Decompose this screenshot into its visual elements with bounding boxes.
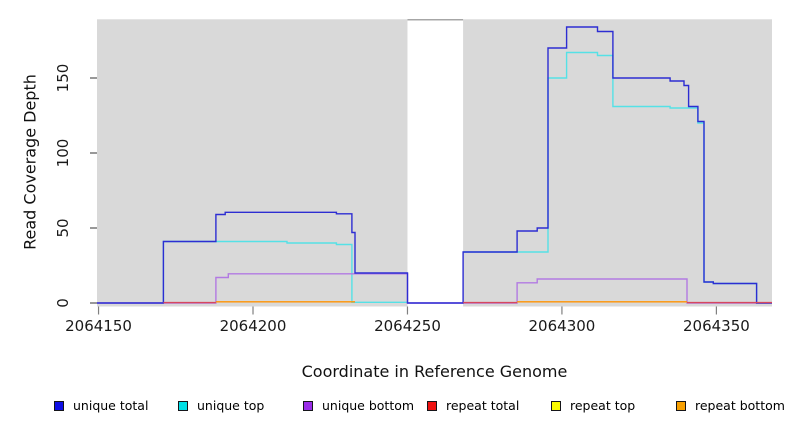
x-axis-tick-label: 2064200: [220, 317, 287, 335]
x-axis-tick-label: 2064350: [683, 317, 750, 335]
legend-marker-unique-bottom: [303, 400, 313, 411]
legend-marker-unique-total: [54, 400, 64, 411]
y-axis-tick-label: 100: [54, 139, 72, 168]
no-data-band: [407, 19, 464, 307]
legend-marker-repeat-top: [551, 400, 561, 411]
x-axis-tick-label: 2064300: [529, 317, 596, 335]
legend-item-repeat-total: repeat total: [427, 398, 519, 413]
legend-marker-repeat-bottom: [676, 400, 686, 411]
y-axis-tick-label: 150: [54, 64, 72, 93]
legend-label: unique bottom: [322, 398, 415, 413]
x-axis-title: Coordinate in Reference Genome: [301, 362, 568, 381]
legend-item-unique-top: unique top: [178, 398, 264, 413]
y-axis-tick-label: 0: [54, 298, 72, 308]
legend-label: repeat total: [446, 398, 520, 413]
legend-item-unique-total: unique total: [54, 398, 148, 413]
y-axis-tick-label: 50: [54, 218, 72, 237]
legend-marker-unique-top: [178, 400, 188, 411]
legend-item-unique-bottom: unique bottom: [303, 398, 414, 413]
x-axis-tick-label: 2064250: [374, 317, 441, 335]
legend-label: repeat bottom: [695, 398, 785, 413]
x-axis-tick-label: 2064150: [65, 317, 132, 335]
legend-label: unique total: [73, 398, 149, 413]
y-axis-title: Read Coverage Depth: [20, 74, 40, 250]
series-line-unique-total: [97, 26, 772, 304]
legend-item-repeat-top: repeat top: [551, 398, 635, 413]
legend-label: repeat top: [570, 398, 636, 413]
legend-label: unique top: [197, 398, 265, 413]
coverage-chart-canvas: 2064150 2064200 2064250 2064300 2064350 0 50 10…: [54, 19, 772, 335]
legend-marker-repeat-total: [427, 400, 437, 411]
chart-legend: unique total unique top unique bottom repea…: [0, 398, 792, 422]
legend-item-repeat-bottom: repeat bottom: [676, 398, 785, 413]
